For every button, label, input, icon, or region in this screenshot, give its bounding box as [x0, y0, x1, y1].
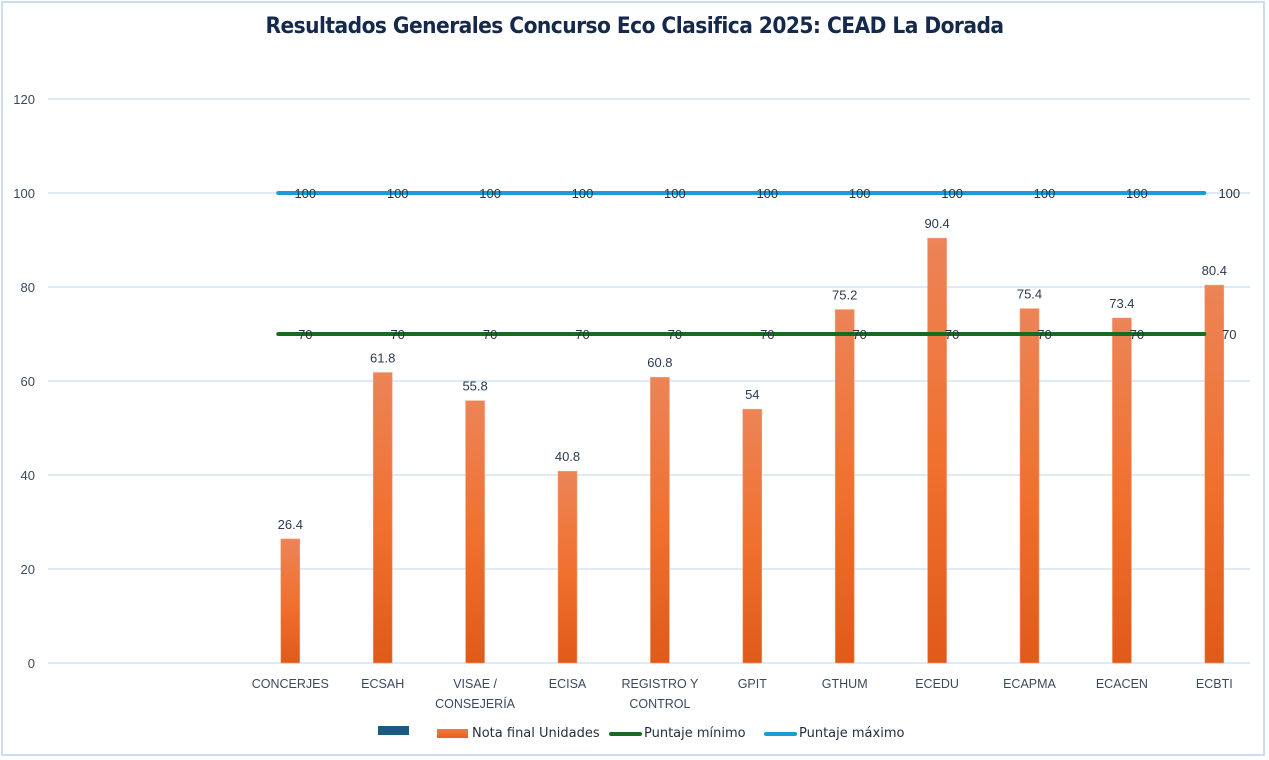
- x-tick-label-line: GPIT: [738, 677, 768, 691]
- x-tick-label-line: REGISTRO Y: [621, 677, 699, 691]
- x-tick-label-line: VISAE /: [453, 677, 497, 691]
- x-tick-label: VISAE / CONSEJERÍA: [435, 677, 516, 711]
- x-tick-label: REGISTRO Y CONTROL: [621, 677, 699, 711]
- x-tick-label-line: ECISA: [549, 677, 587, 691]
- y-tick-label: 40: [21, 468, 35, 483]
- bar-data-label: 75.4: [1017, 287, 1042, 302]
- y-tick-label: 80: [21, 280, 35, 295]
- line-data-label: 100: [479, 186, 501, 201]
- x-tick-label-line: ECACEN: [1096, 677, 1148, 691]
- y-tick-label: 0: [28, 656, 35, 671]
- bar-data-label: 55.8: [462, 379, 487, 394]
- line-data-label: 100: [941, 186, 963, 201]
- bar: [372, 372, 393, 664]
- y-tick-label: 100: [13, 186, 35, 201]
- x-tick-label: ECBTI: [1196, 677, 1233, 691]
- chart-title: Resultados Generales Concurso Eco Clasif…: [265, 14, 1004, 39]
- line-data-label: 100: [664, 186, 686, 201]
- x-tick-label: ECSAH: [361, 677, 404, 691]
- x-tick-label: ECISA: [549, 677, 587, 691]
- bar-data-label: 61.8: [370, 351, 395, 366]
- line-data-label: 100: [1126, 186, 1148, 201]
- x-tick-label: ECACEN: [1096, 677, 1148, 691]
- legend-swatch: [378, 726, 409, 735]
- x-tick-label-line: CONSEJERÍA: [435, 696, 516, 711]
- legend-swatch: [437, 729, 468, 738]
- x-tick-label: GPIT: [738, 677, 768, 691]
- line-data-label: 100: [572, 186, 594, 201]
- line-data-label: 70: [1222, 327, 1236, 342]
- bar: [742, 408, 763, 664]
- line-data-label: 100: [1218, 186, 1240, 201]
- legend-swatch: [609, 731, 642, 736]
- line-data-label: 70: [298, 327, 312, 342]
- line-data-label: 70: [668, 327, 682, 342]
- y-tick-label: 20: [21, 562, 35, 577]
- bar: [650, 376, 670, 664]
- bar: [280, 538, 301, 664]
- line-data-label: 70: [945, 327, 959, 342]
- line-data-label: 70: [483, 327, 497, 342]
- legend-swatch: [764, 731, 797, 736]
- line-data-label: 100: [294, 186, 316, 201]
- x-tick-label: CONCERJES: [252, 677, 329, 691]
- bar: [465, 400, 485, 664]
- line-data-label: 70: [852, 327, 866, 342]
- bar-data-label: 54: [745, 387, 759, 402]
- line-data-label: 70: [390, 327, 404, 342]
- chart-legend: Nota final Unidades Puntaje mínimo Punta…: [0, 726, 1269, 744]
- legend-label: Puntaje mínimo: [644, 726, 746, 741]
- x-tick-label-line: ECEDU: [915, 677, 959, 691]
- line-data-label: 70: [575, 327, 589, 342]
- x-tick-label-line: ECAPMA: [1003, 677, 1056, 691]
- legend-item-nota-final: Nota final Unidades: [437, 726, 600, 741]
- bar-data-label: 73.4: [1109, 296, 1134, 311]
- line-data-label: 100: [849, 186, 871, 201]
- bar-data-label: 75.2: [832, 288, 857, 303]
- line-data-label: 100: [387, 186, 409, 201]
- legend-item-unnamed: [378, 726, 413, 735]
- line-data-label: 70: [1037, 327, 1051, 342]
- bar-data-label: 40.8: [555, 449, 580, 464]
- x-tick-label-line: CONTROL: [629, 697, 690, 711]
- bar: [1112, 317, 1132, 664]
- bar-data-label: 90.4: [924, 216, 949, 231]
- bar: [1019, 308, 1040, 664]
- y-tick-label: 120: [13, 92, 35, 107]
- legend-item-puntaje-minimo: Puntaje mínimo: [609, 726, 746, 741]
- x-tick-label-line: ECSAH: [361, 677, 404, 691]
- y-tick-label: 60: [21, 374, 35, 389]
- bar-data-label: 26.4: [278, 517, 303, 532]
- x-tick-label: ECAPMA: [1003, 677, 1056, 691]
- x-tick-label-line: GTHUM: [822, 677, 868, 691]
- line-data-label: 70: [1130, 327, 1144, 342]
- line-data-label: 100: [1034, 186, 1056, 201]
- legend-label: Puntaje máximo: [799, 726, 905, 741]
- bar: [834, 309, 855, 664]
- x-tick-label: GTHUM: [822, 677, 868, 691]
- bar: [1204, 284, 1225, 664]
- line-data-label: 70: [760, 327, 774, 342]
- legend-label: Nota final Unidades: [472, 726, 600, 741]
- bar: [927, 237, 947, 664]
- bar-data-label: 80.4: [1202, 263, 1227, 278]
- x-tick-label-line: ECBTI: [1196, 677, 1233, 691]
- legend-item-puntaje-maximo: Puntaje máximo: [764, 726, 904, 741]
- line-data-label: 100: [756, 186, 778, 201]
- x-tick-label-line: CONCERJES: [252, 677, 329, 691]
- bar-data-label: 60.8: [647, 355, 672, 370]
- x-tick-label: ECEDU: [915, 677, 959, 691]
- bar: [557, 470, 578, 664]
